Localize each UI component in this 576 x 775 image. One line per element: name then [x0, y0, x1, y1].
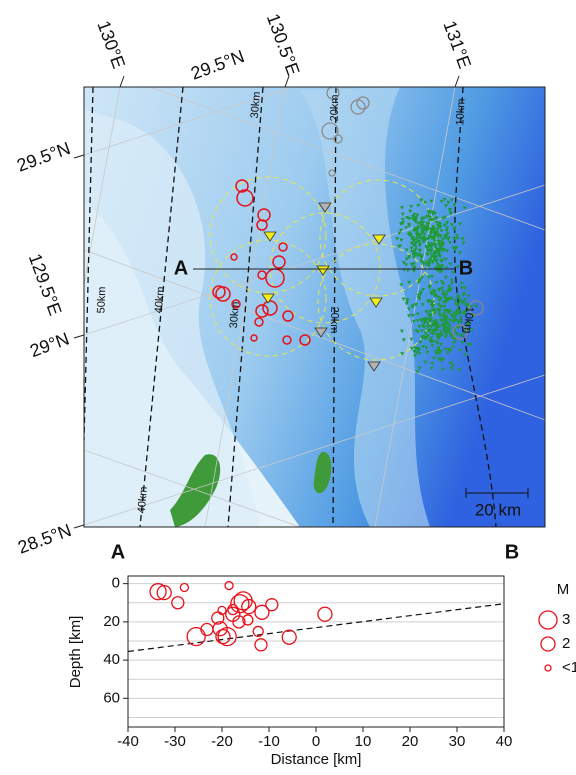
x-tick-label: -10	[258, 733, 280, 750]
y-tick-label: 20	[103, 613, 120, 630]
lon-label: 130.5°E	[263, 11, 304, 78]
contour-label: 10km	[461, 306, 475, 334]
event	[187, 628, 205, 646]
x-tick-label: -30	[164, 733, 186, 750]
lat-label: 29°N	[27, 329, 72, 362]
event	[225, 582, 233, 590]
y-axis-label: Depth [km]	[67, 616, 84, 689]
legend-label: 2	[562, 635, 570, 652]
event	[180, 583, 188, 591]
legend-marker	[541, 637, 555, 651]
profile-end: B	[505, 541, 519, 563]
legend-label: 3	[562, 611, 570, 628]
x-tick-label: 40	[496, 733, 513, 750]
y-tick-label: 40	[103, 651, 120, 668]
x-tick-label: 10	[355, 733, 372, 750]
lat-label: 29.5°N	[14, 138, 73, 176]
legend-label: <1	[562, 659, 576, 676]
contour-label: 30km	[228, 301, 242, 329]
contour-label: 50km	[95, 286, 108, 313]
lat-label: 28.5°N	[15, 520, 74, 558]
x-tick-label: 0	[312, 733, 320, 750]
x-tick-label: -20	[211, 733, 233, 750]
figure: 130°E 29.5°N 130.5°E 131°E 29.5°N 129.5°…	[0, 0, 576, 775]
contour-label: 20km	[329, 94, 341, 121]
profile-end: B	[459, 257, 473, 279]
x-axis-label: Distance [km]	[271, 751, 362, 768]
x-tick-label: 30	[449, 733, 466, 750]
contour-label: 10km	[454, 98, 467, 125]
frame-tick	[455, 76, 459, 87]
legend-marker	[539, 611, 557, 629]
profile-start: A	[111, 541, 125, 563]
event	[318, 607, 332, 621]
cross-section: A B Distance [km] Depth [km] 0204060-40-…	[67, 541, 576, 768]
lon-label: 129.5°E	[25, 251, 66, 318]
contour-label: 20km	[328, 306, 340, 333]
lat-label: 29.5°N	[188, 46, 247, 84]
y-tick-label: 60	[103, 689, 120, 706]
contour-label: 30km	[249, 91, 263, 119]
x-tick-label: -40	[117, 733, 139, 750]
slab-line	[128, 604, 504, 652]
frame-tick	[74, 525, 84, 528]
event	[282, 630, 296, 644]
frame-tick	[120, 76, 124, 87]
legend-marker	[545, 665, 551, 671]
frame-tick	[74, 335, 84, 338]
profile-start: A	[174, 257, 188, 279]
lon-label: 131°E	[439, 18, 475, 71]
event	[201, 624, 213, 636]
x-tick-label: 20	[402, 733, 419, 750]
legend-title: M	[557, 581, 570, 598]
scale-label: 20 km	[475, 500, 521, 519]
frame-tick	[74, 155, 84, 158]
event	[266, 599, 278, 611]
contour-label: 40km	[153, 286, 167, 314]
plot-frame	[128, 576, 504, 727]
y-tick-label: 0	[112, 575, 120, 592]
contour-label: 40km	[136, 486, 150, 514]
lon-label: 130°E	[93, 18, 129, 71]
